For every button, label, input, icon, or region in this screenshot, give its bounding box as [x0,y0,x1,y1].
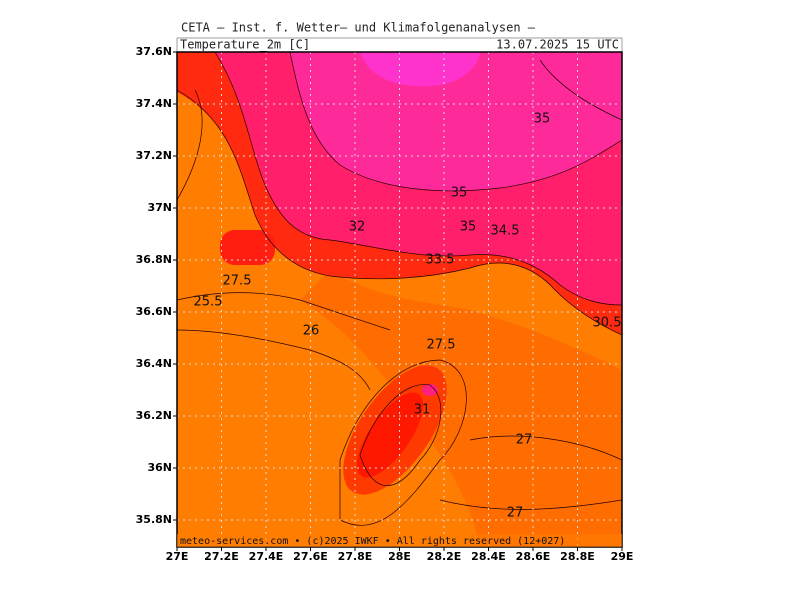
contour-label: 25.5 [194,295,223,310]
contour-label: 33.5 [426,253,455,268]
field-warm [300,270,622,547]
contour-label: 27 [516,433,533,448]
contour-label: 27.5 [223,274,252,289]
y-label: 36.8N [136,253,172,266]
field-peak [360,52,480,87]
y-label: 36.2N [136,409,172,422]
contour-label: 27 [507,506,524,521]
contour-label: 26 [303,324,320,339]
contour-label: 30.5 [593,316,622,331]
x-label: 28.2E [427,550,462,563]
header-variable: Temperature_2m [C] [180,38,310,52]
y-label: 36.4N [136,357,172,370]
x-label: 28.6E [516,550,551,563]
field-hot-core [356,392,424,478]
contour-label: 35 [451,186,468,201]
y-label: 36N [147,461,172,474]
y-label: 37.2N [136,149,172,162]
footer: meteo-services.com • (c)2025 IWKF • All … [180,536,565,547]
x-label: 28E [388,550,411,563]
y-label: 37N [147,201,172,214]
x-label: 27.2E [204,550,239,563]
contour-label: 27.5 [427,338,456,353]
y-label: 37.4N [136,97,172,110]
field-spot [422,384,438,396]
contour-label: 32 [349,220,366,235]
field-hot-west [220,230,275,265]
x-label: 28.4E [471,550,506,563]
header-institute: CETA – Inst. f. Wetter– und Klimafolgena… [181,21,536,35]
x-label: 29E [611,550,634,563]
x-label: 27.8E [338,550,373,563]
header-time: 13.07.2025 15 UTC [496,38,619,52]
footer-band [177,534,622,547]
contour-label: 31 [414,403,431,418]
x-label: 28.8E [560,550,595,563]
x-label: 27E [166,550,189,563]
y-label: 37.6N [136,45,172,58]
x-label: 27.4E [249,550,284,563]
contour-label: 34.5 [491,224,520,239]
y-label: 35.8N [136,513,172,526]
isotherms [177,52,622,526]
x-label: 27.6E [293,550,328,563]
contour-label: 35 [460,220,477,235]
contour-label: 35 [534,112,551,127]
y-label: 36.6N [136,305,172,318]
